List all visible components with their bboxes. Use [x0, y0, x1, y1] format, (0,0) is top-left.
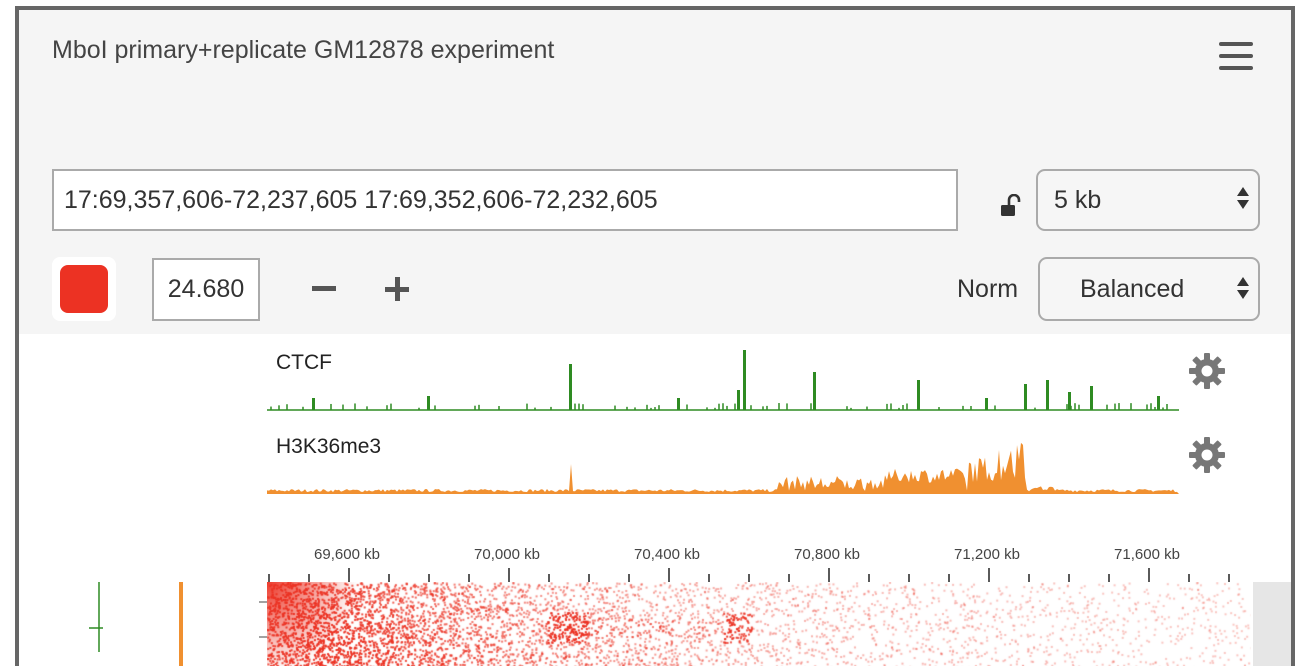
side-tracks [89, 582, 267, 666]
color-picker[interactable] [52, 257, 116, 321]
ruler-tick-label: 70,400 kb [634, 546, 700, 563]
ruler-tick-label: 71,600 kb [1114, 546, 1180, 563]
track-label-h3k36me3: H3K36me3 [276, 435, 382, 458]
h3k36me3-track [267, 442, 1179, 494]
locus-input[interactable] [52, 169, 958, 231]
resolution-select[interactable]: 5 kb [1036, 169, 1260, 231]
select-arrows-icon [1237, 187, 1249, 209]
normalization-select[interactable]: Balanced [1038, 257, 1260, 321]
contact-map[interactable] [267, 582, 1251, 666]
normalization-value: Balanced [1080, 275, 1185, 303]
gear-icon[interactable] [1187, 351, 1227, 391]
hamburger-menu-icon[interactable] [1219, 42, 1253, 70]
genomic-ruler: 69,600 kb 70,000 kb 70,400 kb 70,800 kb … [267, 536, 1251, 586]
track-label-ctcf: CTCF [276, 351, 332, 374]
increase-contrast-button[interactable] [385, 277, 409, 301]
ruler-tick-label: 70,000 kb [474, 546, 540, 563]
contrast-value-field[interactable]: 24.680 [152, 258, 260, 321]
normalization-label: Norm [957, 275, 1019, 303]
page-title: MboI primary+replicate GM12878 experimen… [52, 36, 555, 64]
ruler-ticks [267, 568, 1251, 585]
browser-content: CTCF H3K36me3 69,600 kb 70,000 kb 70,400… [19, 334, 1291, 666]
decrease-contrast-button[interactable] [312, 286, 336, 291]
resolution-value: 5 kb [1054, 186, 1102, 214]
select-arrows-icon [1237, 277, 1249, 299]
unlock-icon[interactable] [1001, 194, 1021, 218]
colorscale-area [1253, 582, 1291, 666]
ruler-tick-label: 69,600 kb [314, 546, 380, 563]
ctcf-track [267, 350, 1179, 411]
gear-icon[interactable] [1187, 435, 1227, 475]
ruler-tick-label: 71,200 kb [954, 546, 1020, 563]
color-swatch [60, 265, 108, 313]
hic-browser-panel: MboI primary+replicate GM12878 experimen… [15, 6, 1295, 666]
ruler-tick-label: 70,800 kb [794, 546, 860, 563]
